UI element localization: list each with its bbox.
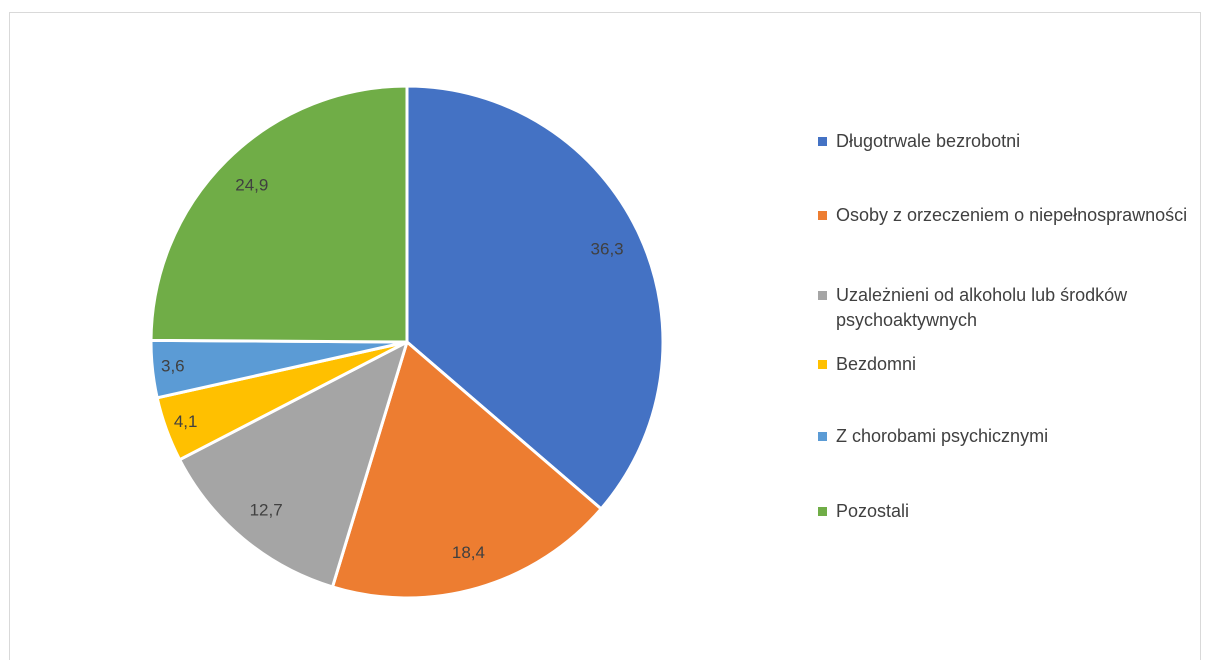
legend-label: Bezdomni [836,354,917,374]
legend-swatch [818,291,827,300]
data-label: 24,9 [235,175,268,194]
legend-label: Długotrwale bezrobotni [836,131,1021,151]
legend-entry: Długotrwale bezrobotni [818,129,1210,154]
pie-slice [405,84,665,511]
legend-entry: Osoby z orzeczeniem o niepełnosprawności [818,203,1210,228]
pie-slice [149,84,409,344]
frame [9,12,1201,660]
data-label: 18,4 [452,543,485,562]
data-label: 36,3 [591,240,624,259]
legend-entry: Uzależnieni od alkoholu lub środków psyc… [818,283,1210,333]
legend-entry: Z chorobami psychicznymi [818,424,1210,449]
legend-swatch [818,432,827,441]
pie-slice [330,340,603,600]
legend-swatch [818,507,827,516]
legend-entry: Bezdomni [818,352,1210,377]
legend-swatch [818,360,827,369]
legend-entry: Pozostali [818,499,1210,524]
legend-swatch [818,211,827,220]
legend-label: Uzależnieni od alkoholu lub środków psyc… [836,285,1128,330]
data-label: 12,7 [250,501,283,520]
legend-label: Z chorobami psychicznymi [836,426,1049,446]
legend-label: Pozostali [836,501,910,521]
data-label: 4,1 [174,412,198,431]
legend-swatch [818,137,827,146]
data-label: 3,6 [161,357,185,376]
legend-label: Osoby z orzeczeniem o niepełnosprawności [836,205,1188,225]
pie-slice [178,340,409,589]
